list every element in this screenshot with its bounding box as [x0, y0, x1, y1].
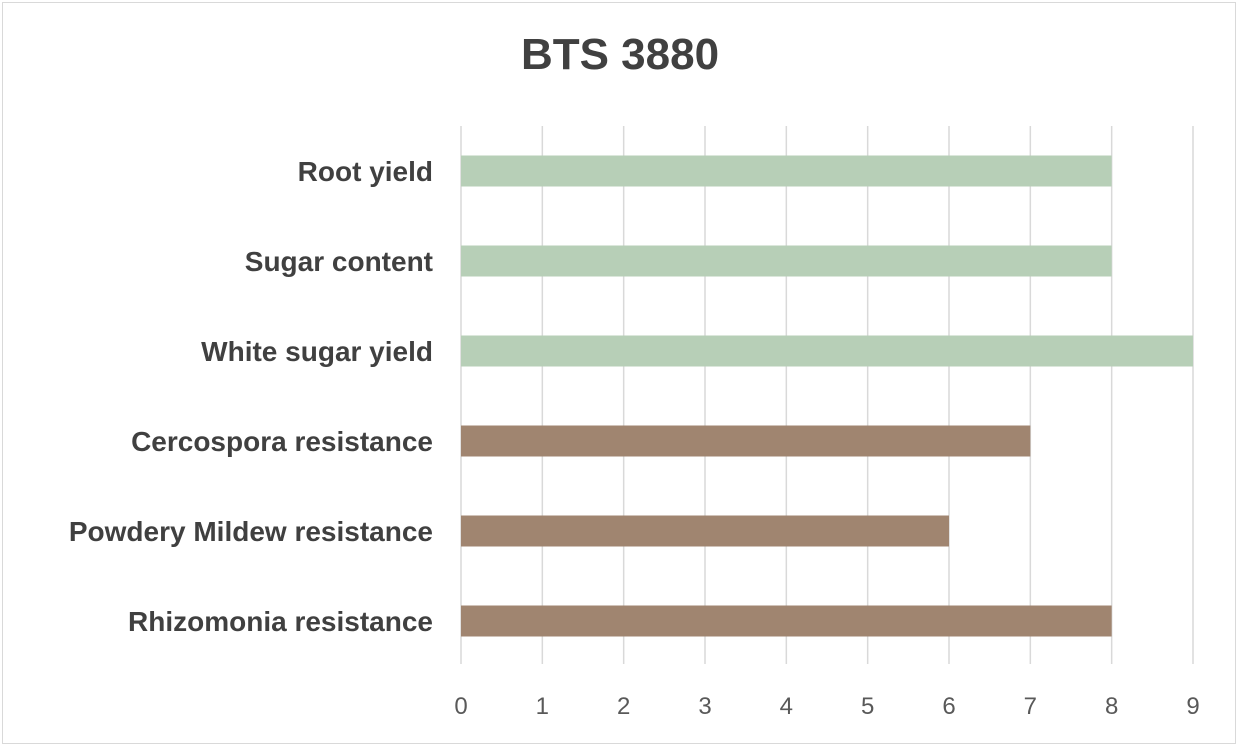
x-axis-tick-labels: 0 1 2 3 4 5 6 7 8 9 — [454, 693, 1199, 720]
x-tick-label: 3 — [698, 693, 711, 720]
x-tick-label: 9 — [1186, 693, 1199, 720]
category-label: Rhizomonia resistance — [128, 606, 433, 637]
bar — [461, 605, 1112, 637]
bar — [461, 515, 949, 547]
bar — [461, 335, 1193, 367]
x-tick-label: 5 — [861, 693, 874, 720]
x-tick-label: 1 — [536, 693, 549, 720]
x-tick-label: 2 — [617, 693, 630, 720]
chart-title: BTS 3880 — [520, 30, 720, 79]
x-tick-label: 4 — [780, 693, 793, 720]
category-label: White sugar yield — [201, 336, 433, 367]
category-label: Root yield — [298, 156, 433, 187]
category-labels: Root yield Sugar content White sugar yield… — [69, 156, 433, 637]
x-tick-label: 8 — [1105, 693, 1118, 720]
category-label: Sugar content — [245, 246, 433, 277]
bar — [461, 245, 1112, 277]
gridlines — [460, 126, 1194, 664]
x-tick-label: 7 — [1024, 693, 1037, 720]
x-tick-label: 6 — [942, 693, 955, 720]
category-label: Cercospora resistance — [131, 426, 433, 457]
bar — [461, 155, 1112, 187]
x-tick-label: 0 — [454, 693, 467, 720]
bar — [461, 425, 1031, 457]
category-label: Powdery Mildew resistance — [69, 516, 433, 547]
bars — [461, 155, 1193, 637]
